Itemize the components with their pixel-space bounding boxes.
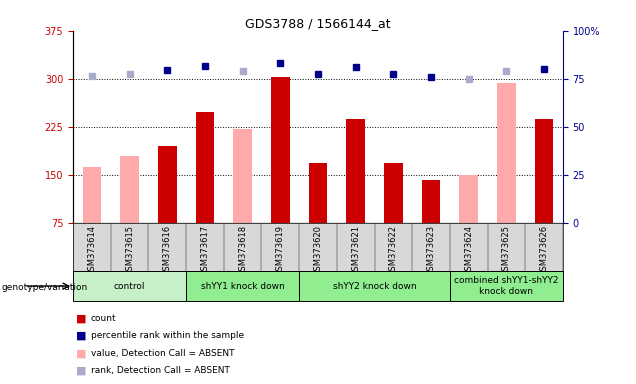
Bar [308,163,328,223]
Text: GSM373623: GSM373623 [427,225,436,276]
FancyBboxPatch shape [186,271,299,301]
Text: rank, Detection Call = ABSENT: rank, Detection Call = ABSENT [91,366,230,375]
Text: percentile rank within the sample: percentile rank within the sample [91,331,244,341]
Text: control: control [114,281,146,291]
Bar [83,167,101,223]
Text: GSM373622: GSM373622 [389,225,398,276]
Text: GSM373621: GSM373621 [351,225,360,276]
Text: GSM373615: GSM373615 [125,225,134,276]
Text: GSM373614: GSM373614 [88,225,97,276]
Text: GSM373619: GSM373619 [276,225,285,276]
FancyBboxPatch shape [450,271,563,301]
Text: ■: ■ [76,331,87,341]
FancyBboxPatch shape [73,271,186,301]
Title: GDS3788 / 1566144_at: GDS3788 / 1566144_at [245,17,391,30]
Bar [196,112,214,223]
Text: GSM373617: GSM373617 [200,225,209,276]
Text: shYY2 knock down: shYY2 knock down [333,281,417,291]
Text: combined shYY1-shYY2
knock down: combined shYY1-shYY2 knock down [454,276,558,296]
Text: value, Detection Call = ABSENT: value, Detection Call = ABSENT [91,349,235,358]
Text: GSM373624: GSM373624 [464,225,473,276]
Text: ■: ■ [76,314,87,324]
FancyBboxPatch shape [299,271,450,301]
Text: ■: ■ [76,348,87,358]
Text: count: count [91,314,116,323]
Text: GSM373626: GSM373626 [539,225,548,276]
Bar [271,78,290,223]
Text: shYY1 knock down: shYY1 knock down [201,281,284,291]
Text: GSM373618: GSM373618 [238,225,247,276]
Text: ■: ■ [76,366,87,376]
Bar [233,129,252,223]
Text: genotype/variation: genotype/variation [1,283,88,292]
Bar [120,156,139,223]
Text: GSM373616: GSM373616 [163,225,172,276]
Bar [497,83,516,223]
Bar [459,175,478,223]
Text: GSM373620: GSM373620 [314,225,322,276]
Bar [535,119,553,223]
Text: GSM373625: GSM373625 [502,225,511,276]
Bar [422,180,441,223]
Bar [346,119,365,223]
Bar [384,163,403,223]
Bar [158,146,177,223]
